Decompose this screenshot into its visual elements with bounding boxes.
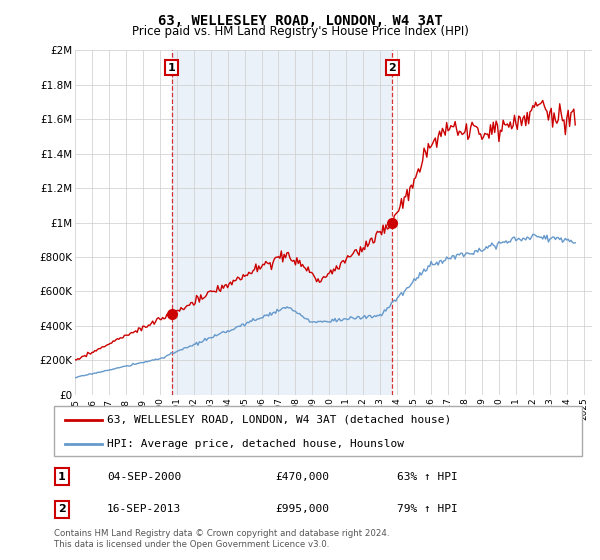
Text: 04-SEP-2000: 04-SEP-2000: [107, 472, 181, 482]
Text: 63, WELLESLEY ROAD, LONDON, W4 3AT: 63, WELLESLEY ROAD, LONDON, W4 3AT: [158, 14, 442, 28]
Text: 1: 1: [168, 63, 176, 73]
Text: £995,000: £995,000: [276, 505, 330, 515]
Text: 63% ↑ HPI: 63% ↑ HPI: [397, 472, 458, 482]
Text: £470,000: £470,000: [276, 472, 330, 482]
FancyBboxPatch shape: [54, 406, 582, 456]
Text: 79% ↑ HPI: 79% ↑ HPI: [397, 505, 458, 515]
Text: HPI: Average price, detached house, Hounslow: HPI: Average price, detached house, Houn…: [107, 439, 404, 449]
Bar: [172, 50, 392, 395]
Text: Contains HM Land Registry data © Crown copyright and database right 2024.
This d: Contains HM Land Registry data © Crown c…: [54, 529, 389, 549]
Text: Price paid vs. HM Land Registry's House Price Index (HPI): Price paid vs. HM Land Registry's House …: [131, 25, 469, 38]
Text: 2: 2: [58, 505, 66, 515]
Text: 63, WELLESLEY ROAD, LONDON, W4 3AT (detached house): 63, WELLESLEY ROAD, LONDON, W4 3AT (deta…: [107, 414, 451, 424]
Text: 2: 2: [388, 63, 396, 73]
Text: 1: 1: [58, 472, 66, 482]
Text: 16-SEP-2013: 16-SEP-2013: [107, 505, 181, 515]
